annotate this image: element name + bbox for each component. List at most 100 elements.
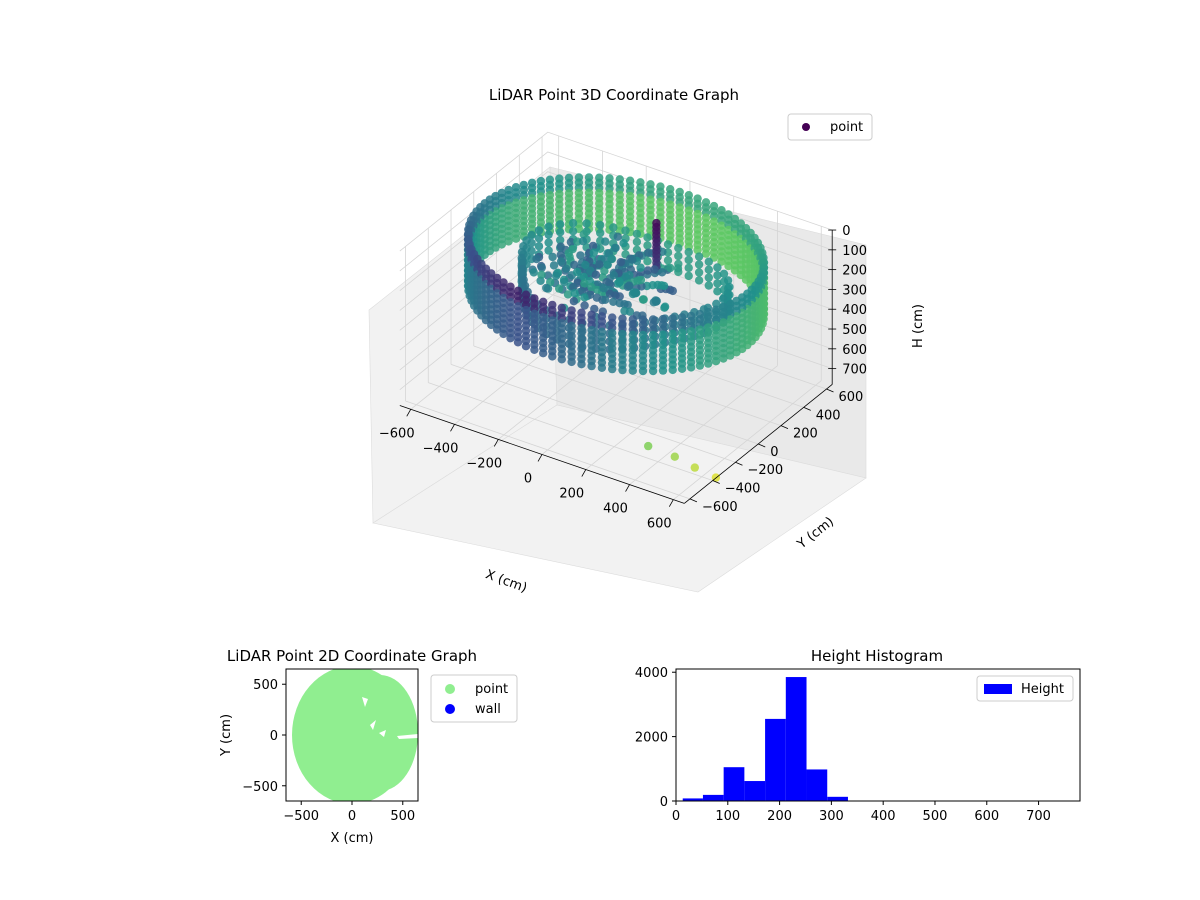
point-3d: [570, 260, 579, 270]
x-tick-hist: 700: [1026, 809, 1051, 824]
point-3d: [719, 354, 728, 363]
legend-2d-label-point: point: [475, 682, 508, 697]
point-3d: [644, 441, 653, 451]
point-3d: [725, 282, 734, 292]
point-3d: [668, 286, 677, 296]
legend-3d: point: [787, 113, 873, 141]
point-3d: [600, 266, 609, 276]
x-axis-label-2d: X (cm): [331, 831, 374, 846]
legend-3d-marker: [802, 123, 810, 131]
x-tick-2d: −500: [283, 809, 319, 824]
point-3d: [713, 263, 722, 272]
point-3d: [579, 272, 588, 282]
point-3d: [557, 355, 566, 364]
chart-2d-title: LiDAR Point 2D Coordinate Graph: [227, 647, 477, 665]
point-3d: [544, 238, 553, 247]
point-3d: [713, 279, 722, 288]
x-tick-3d: −400: [423, 441, 459, 456]
point-3d: [723, 289, 732, 298]
gap-2d-2: [370, 720, 376, 730]
y-tick-3d: 600: [839, 390, 864, 405]
point-3d: [548, 252, 557, 262]
y-tick-hist: 0: [660, 795, 668, 810]
x-tick-2d: 0: [348, 809, 356, 824]
point-3d: [648, 366, 658, 376]
histogram-bar: [827, 796, 848, 801]
histogram-title: Height Histogram: [811, 647, 943, 665]
point-3d: [576, 251, 585, 260]
point-3d: [726, 351, 735, 360]
point-3d: [556, 235, 565, 245]
z-tick-3d: 400: [842, 303, 867, 318]
point-3d: [704, 359, 713, 368]
point-3d: [537, 270, 546, 279]
points-3d: [463, 173, 769, 482]
gap-2d-4: [397, 734, 418, 739]
point-3d: [587, 282, 596, 292]
point-3d: [513, 338, 523, 347]
point-3d: [563, 290, 573, 299]
z-axis-label-3d: H (cm): [911, 304, 926, 348]
y-tick-3d: 400: [816, 408, 841, 423]
y-tick-hist: 2000: [635, 731, 668, 746]
x-tick-2d: 500: [390, 809, 415, 824]
point-3d: [581, 260, 590, 270]
x-tick-3d: 200: [559, 487, 584, 502]
point-3d: [718, 294, 728, 304]
point-3d: [589, 248, 598, 257]
point-3d: [618, 365, 627, 375]
point-3d: [684, 247, 693, 257]
point-3d: [677, 364, 687, 373]
point-3d: [568, 227, 578, 236]
point-3d: [579, 230, 588, 239]
point-3d: [601, 295, 610, 304]
z-tick-3d: 500: [842, 323, 867, 338]
histogram-bar: [785, 677, 807, 801]
y-tick-2d: −500: [242, 780, 278, 795]
point-3d: [693, 245, 702, 255]
point-3d: [588, 241, 598, 251]
height-histogram: Height Histogram 0 100 200 300 400 500 600 7000…: [635, 647, 1081, 824]
point-3d: [638, 366, 648, 376]
point-3d: [636, 263, 645, 272]
point-3d: [527, 230, 536, 240]
point-3d: [686, 363, 696, 372]
point-3d: [556, 228, 565, 237]
histogram-bar: [723, 767, 745, 801]
y-tick-3d: 200: [793, 427, 818, 442]
point-3d: [549, 261, 559, 270]
point-3d: [537, 263, 546, 272]
point-3d: [684, 255, 693, 265]
point-3d: [587, 361, 596, 371]
point-3d: [580, 293, 589, 302]
point-3d: [556, 257, 566, 266]
point-3d: [534, 234, 544, 243]
point-3d: [573, 267, 582, 277]
point-3d: [719, 269, 729, 278]
point-3d: [591, 270, 601, 279]
point-3d: [580, 279, 589, 288]
plot-frame-hist: [675, 668, 1081, 802]
legend-2d-marker-wall: [445, 704, 455, 714]
histogram-bar: [744, 781, 766, 801]
point-3d: [564, 248, 573, 258]
point-3d: [643, 233, 652, 242]
point-3d: [724, 261, 733, 271]
point-3d: [657, 268, 667, 277]
point-3d: [704, 281, 713, 290]
point-3d: [599, 284, 608, 293]
point-3d: [674, 243, 683, 253]
point-3d: [701, 249, 711, 258]
x-tick-3d: 400: [603, 502, 628, 517]
x-axis-label-3d: X (cm): [483, 567, 529, 596]
y-tick-3d: −400: [725, 482, 761, 497]
point-3d: [561, 264, 571, 273]
point-3d: [616, 258, 625, 267]
axes-3d: −600 −400 −200 0 200 400 600 −600 −400 −200 0 200 40…: [379, 224, 867, 532]
point-3d: [712, 299, 721, 308]
point-3d: [690, 463, 699, 472]
point-3d: [578, 237, 588, 246]
point-3d: [577, 360, 586, 369]
point-3d: [639, 295, 648, 304]
